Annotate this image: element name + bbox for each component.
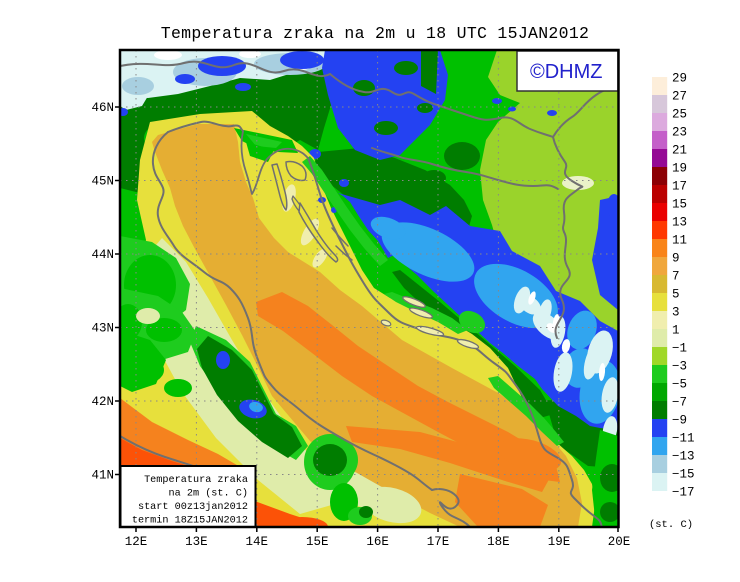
svg-text:1: 1 bbox=[672, 324, 680, 338]
svg-text:9: 9 bbox=[672, 252, 680, 266]
svg-text:45N: 45N bbox=[91, 175, 114, 189]
svg-text:11: 11 bbox=[672, 234, 687, 248]
svg-text:−1: −1 bbox=[672, 342, 687, 356]
svg-text:44N: 44N bbox=[91, 248, 114, 262]
svg-text:25: 25 bbox=[672, 108, 687, 122]
svg-text:5: 5 bbox=[672, 288, 680, 302]
svg-text:16E: 16E bbox=[366, 535, 389, 549]
svg-text:29: 29 bbox=[672, 72, 687, 86]
svg-text:27: 27 bbox=[672, 90, 687, 104]
svg-text:termin 18Z15JAN2012: termin 18Z15JAN2012 bbox=[132, 515, 248, 527]
svg-text:21: 21 bbox=[672, 144, 687, 158]
svg-text:−15: −15 bbox=[672, 468, 695, 482]
svg-text:23: 23 bbox=[672, 126, 687, 140]
svg-text:7: 7 bbox=[672, 270, 680, 284]
svg-text:Temperatura zraka: Temperatura zraka bbox=[144, 474, 248, 486]
svg-text:Temperatura zraka na 2m u 18 U: Temperatura zraka na 2m u 18 UTC 15JAN20… bbox=[161, 24, 589, 43]
svg-text:3: 3 bbox=[672, 306, 680, 320]
svg-text:start 00z13jan2012: start 00z13jan2012 bbox=[138, 501, 248, 513]
svg-text:−7: −7 bbox=[672, 396, 687, 410]
svg-text:42N: 42N bbox=[91, 395, 114, 409]
svg-text:−17: −17 bbox=[672, 486, 695, 500]
svg-text:17E: 17E bbox=[427, 535, 450, 549]
svg-text:−11: −11 bbox=[672, 432, 695, 446]
svg-text:13E: 13E bbox=[185, 535, 208, 549]
svg-text:−13: −13 bbox=[672, 450, 695, 464]
svg-text:19E: 19E bbox=[548, 535, 571, 549]
svg-text:41N: 41N bbox=[91, 469, 114, 483]
svg-text:14E: 14E bbox=[246, 535, 269, 549]
svg-text:15E: 15E bbox=[306, 535, 329, 549]
svg-text:20E: 20E bbox=[608, 535, 631, 549]
svg-text:na 2m (st. C): na 2m (st. C) bbox=[169, 488, 248, 500]
svg-text:−5: −5 bbox=[672, 378, 687, 392]
svg-text:(st. C): (st. C) bbox=[649, 519, 693, 531]
svg-text:−3: −3 bbox=[672, 360, 687, 374]
svg-text:12E: 12E bbox=[125, 535, 148, 549]
svg-text:18E: 18E bbox=[487, 535, 510, 549]
svg-text:©DHMZ: ©DHMZ bbox=[530, 61, 603, 83]
svg-text:−9: −9 bbox=[672, 414, 687, 428]
svg-text:43N: 43N bbox=[91, 322, 114, 336]
svg-text:19: 19 bbox=[672, 162, 687, 176]
svg-text:15: 15 bbox=[672, 198, 687, 212]
svg-text:46N: 46N bbox=[91, 101, 114, 115]
svg-text:17: 17 bbox=[672, 180, 687, 194]
svg-text:13: 13 bbox=[672, 216, 687, 230]
